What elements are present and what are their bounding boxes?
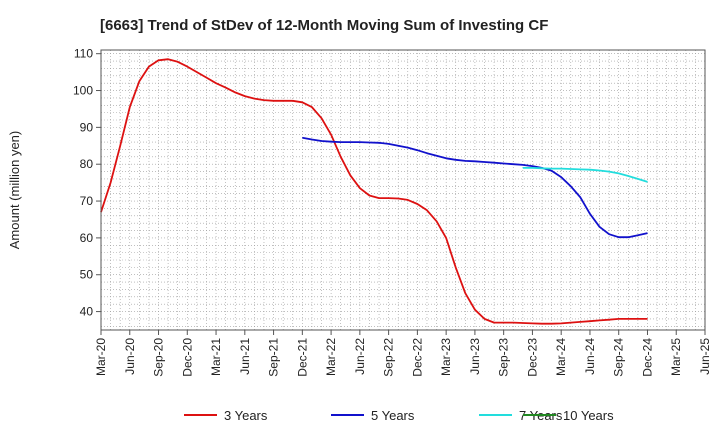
series-line-5-years [302, 136, 648, 239]
y-tick-label: 100 [73, 84, 93, 98]
y-tick-label: 80 [80, 157, 94, 171]
legend-label: 10 Years [563, 408, 614, 423]
legend: 3 Years 5 Years 7 Years 10 Years [184, 408, 614, 423]
x-tick-label: Dec-21 [295, 338, 309, 377]
x-tick-label: Dec-20 [180, 338, 194, 377]
x-tick-label: Sep-21 [267, 338, 281, 377]
x-tick-label: Mar-23 [439, 338, 453, 376]
x-tick-label: Dec-24 [640, 338, 654, 377]
x-tick-label: Jun-25 [698, 338, 712, 375]
x-tick-label: Jun-21 [238, 338, 252, 375]
series-group [100, 58, 648, 325]
x-axis-ticks: Mar-20 Jun-20 Sep-20 Dec-20 Mar-21 Jun-21 Sep-… [94, 330, 712, 377]
x-tick-label: Jun-24 [583, 338, 597, 375]
plot-frame [100, 49, 706, 331]
y-tick-label: 40 [80, 305, 94, 319]
y-tick-label: 110 [74, 47, 93, 61]
y-axis-ticks: 40 50 60 70 80 90 100 110 [73, 47, 101, 319]
x-tick-label: Jun-22 [353, 338, 367, 375]
y-tick-label: 60 [80, 231, 94, 245]
x-tick-label: Sep-24 [612, 338, 626, 377]
y-tick-label: 90 [80, 120, 94, 134]
legend-label: 5 Years [371, 408, 415, 423]
x-tick-label: Dec-23 [525, 338, 539, 377]
x-tick-label: Sep-23 [497, 338, 511, 377]
x-tick-label: Jun-20 [123, 338, 137, 375]
x-tick-label: Mar-24 [554, 338, 568, 376]
series-line-3-years [100, 58, 648, 325]
chart-title: [6663] Trend of StDev of 12-Month Moving… [100, 17, 548, 34]
x-tick-label: Mar-25 [669, 338, 683, 376]
x-tick-label: Mar-21 [209, 338, 223, 376]
y-tick-label: 50 [80, 268, 94, 282]
x-tick-label: Jun-23 [468, 338, 482, 375]
x-tick-label: Sep-20 [152, 338, 166, 377]
x-tick-label: Mar-22 [324, 338, 338, 376]
legend-label: 3 Years [224, 408, 268, 423]
x-tick-label: Dec-22 [410, 338, 424, 377]
grid [101, 50, 705, 330]
x-tick-label: Sep-22 [382, 338, 396, 377]
series-line-7-years [522, 166, 648, 183]
y-axis-label: Amount (million yen) [7, 131, 22, 250]
x-tick-label: Mar-20 [94, 338, 108, 376]
y-tick-label: 70 [80, 194, 94, 208]
